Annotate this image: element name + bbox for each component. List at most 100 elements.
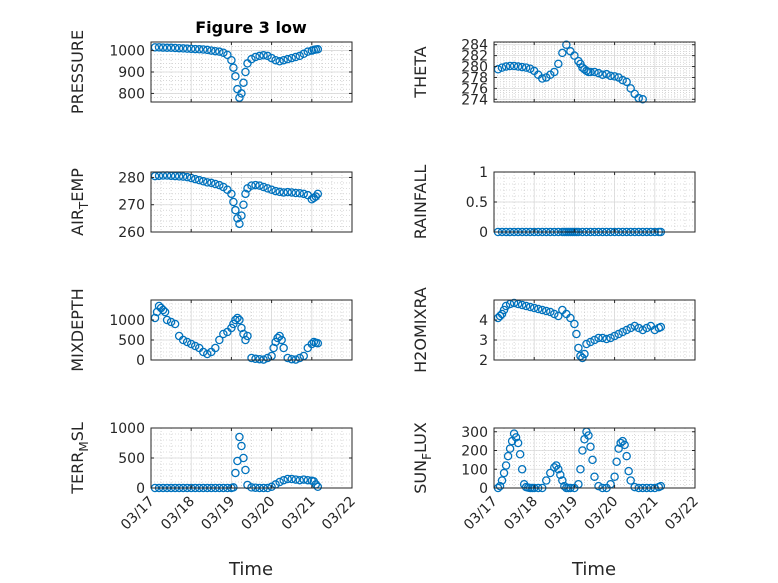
y-tick-label: 900 xyxy=(118,65,145,81)
data-point xyxy=(630,482,639,492)
data-point xyxy=(550,463,559,472)
data-point xyxy=(590,335,599,345)
data-point xyxy=(594,481,603,491)
data-point xyxy=(546,468,555,478)
subplot-terr-msl: 03/17 03/18 03/19 03/20 03/21 03/22 0 500 1000 TE… xyxy=(68,421,359,533)
data-point xyxy=(299,475,309,484)
data-point xyxy=(207,46,216,55)
data-point xyxy=(295,353,304,363)
data-point xyxy=(190,44,200,54)
data-point xyxy=(501,62,511,71)
data-point xyxy=(546,307,555,317)
data-point xyxy=(170,43,180,53)
data-point xyxy=(570,51,579,60)
data-point xyxy=(158,43,168,52)
data-point xyxy=(275,477,284,487)
data-point xyxy=(313,482,323,492)
data-point xyxy=(237,89,246,98)
ylabel-5: H2OMIXRA xyxy=(411,287,430,373)
subplot-sun-flux: 03/17 03/18 03/19 03/20 03/21 03/22 0 100 200 300… xyxy=(411,422,702,533)
y-tick-label: 280 xyxy=(118,170,145,186)
data-point xyxy=(154,43,164,52)
data-point xyxy=(182,44,192,53)
marker-series xyxy=(150,301,323,364)
data-point xyxy=(279,55,288,65)
x-tick-label: 03/22 xyxy=(319,494,359,534)
data-point xyxy=(247,483,256,492)
x-tick-label: 03/18 xyxy=(501,494,541,534)
data-point xyxy=(251,52,260,62)
data-point xyxy=(283,474,292,484)
data-point xyxy=(207,178,216,188)
y-tick-label: 284 xyxy=(461,38,488,54)
data-point xyxy=(267,185,276,194)
data-point xyxy=(612,457,621,466)
data-point xyxy=(271,55,280,65)
data-point xyxy=(614,444,623,453)
data-point xyxy=(295,51,304,61)
data-point xyxy=(162,43,172,53)
data-point xyxy=(521,63,531,72)
x-tick-label: 03/21 xyxy=(279,494,319,534)
data-point xyxy=(626,323,635,333)
x-tick-label: 03/21 xyxy=(622,494,662,534)
subplot-h2omixra: 2 3 4 H2OMIXRA xyxy=(411,287,696,373)
data-point xyxy=(521,301,531,311)
data-point xyxy=(241,465,250,475)
y-tick-label: 0 xyxy=(479,225,488,241)
data-point xyxy=(178,44,188,53)
data-point xyxy=(229,319,238,329)
data-point xyxy=(624,466,633,476)
data-point xyxy=(233,84,242,94)
data-point xyxy=(499,468,509,478)
data-point xyxy=(287,53,296,63)
data-point xyxy=(194,175,204,185)
data-point xyxy=(501,461,511,470)
y-tick-label: 278 xyxy=(461,70,488,86)
ylabel-6: TERRMSL xyxy=(68,422,91,495)
subplot-mixdepth: 0 500 1000 MIXDEPTH xyxy=(68,288,353,372)
data-point xyxy=(307,339,317,349)
data-point xyxy=(497,309,507,319)
subplot-air-temp: 260 270 280 AIRTEMP xyxy=(68,168,353,241)
data-point xyxy=(620,440,629,450)
data-point xyxy=(656,481,666,491)
data-point xyxy=(186,44,196,54)
axes-box xyxy=(150,299,353,361)
data-point xyxy=(572,329,581,339)
data-point xyxy=(182,172,192,182)
data-point xyxy=(283,54,292,64)
data-point xyxy=(239,453,248,463)
data-point xyxy=(190,341,200,351)
data-point xyxy=(511,433,521,442)
data-point xyxy=(237,441,246,451)
data-point xyxy=(295,475,304,485)
data-point xyxy=(622,451,631,461)
data-point xyxy=(227,55,236,65)
data-point xyxy=(313,338,323,348)
data-point xyxy=(247,181,256,190)
y-tick-label: 500 xyxy=(118,333,145,349)
x-tick-label: 03/19 xyxy=(541,494,581,534)
data-point xyxy=(162,315,172,325)
data-point xyxy=(586,442,595,451)
x-tick-label: 03/20 xyxy=(582,494,622,534)
y-tick-label: 274 xyxy=(461,92,488,108)
y-tick-label: 1000 xyxy=(109,421,145,437)
data-point xyxy=(542,306,551,316)
data-point xyxy=(241,189,250,199)
data-point xyxy=(299,49,309,59)
data-point xyxy=(283,187,292,197)
data-point xyxy=(638,325,647,335)
data-point xyxy=(606,333,615,343)
data-point xyxy=(283,353,292,363)
data-point xyxy=(203,349,212,359)
data-point xyxy=(616,438,625,448)
data-point xyxy=(554,59,563,69)
data-point xyxy=(509,61,519,71)
axes-box xyxy=(150,171,353,233)
data-point xyxy=(598,333,607,343)
marker-series xyxy=(150,43,323,102)
data-point xyxy=(233,313,242,323)
